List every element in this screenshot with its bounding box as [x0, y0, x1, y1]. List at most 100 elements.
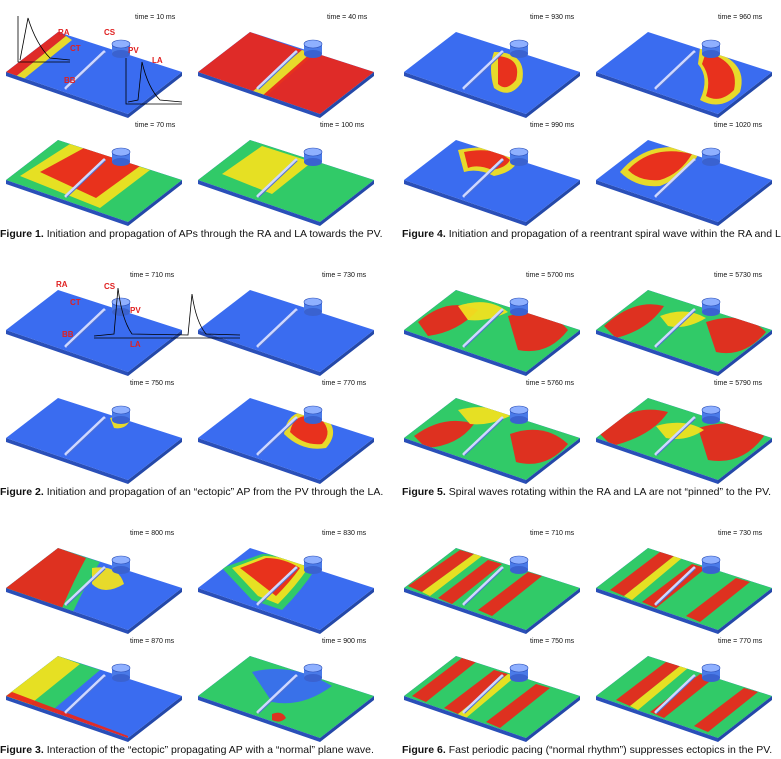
ct-ridge-shadow — [656, 160, 696, 198]
fig3-panel-1: time = 800 ms — [0, 524, 190, 636]
fig2-caption: Figure 2. Initiation and propagation of … — [0, 486, 383, 498]
pv-body — [702, 560, 720, 570]
fig2-panel-3: time = 750 ms — [0, 374, 190, 486]
pv-base — [304, 158, 322, 166]
fig5-panel-2-time: time = 5730 ms — [714, 272, 763, 279]
pv-base — [510, 50, 528, 58]
fig3-panel-2-render — [198, 548, 374, 634]
fig4-panel-4-time: time = 1020 ms — [714, 122, 763, 129]
excitation-wave — [510, 429, 568, 464]
fig1-panel-4: time = 100 ms — [192, 116, 382, 228]
excitation-wave — [240, 558, 300, 596]
fig4-panel-4-render — [596, 140, 772, 226]
slab-surface — [198, 398, 374, 480]
fig1-panel-3-render — [6, 140, 182, 226]
ct-ridge — [462, 674, 504, 714]
slab-edge — [596, 696, 718, 742]
fig5-panel-1: time = 5700 ms — [398, 266, 588, 378]
pv-top — [303, 405, 323, 415]
pv-base — [112, 308, 130, 316]
slab-side — [526, 438, 580, 484]
figure-4: time = 930 ms time = 960 ms time = 990 m… — [398, 0, 781, 240]
fig2-ap-trace — [93, 287, 241, 339]
excitation-wave — [414, 420, 474, 448]
fig1-ap-trace-ra — [17, 16, 71, 63]
ct-ridge-shadow — [258, 676, 298, 714]
slab-edge — [404, 330, 526, 376]
slab-edge — [596, 588, 718, 634]
pv-body — [304, 44, 322, 54]
fig3-panel-3-render — [6, 656, 182, 742]
slab-edge — [6, 438, 128, 484]
slab-edge — [404, 72, 526, 118]
pv-body — [702, 410, 720, 420]
fig1-caption: Figure 1. Initiation and propagation of … — [0, 228, 383, 240]
ct-ridge — [654, 416, 696, 456]
pv-top — [303, 663, 323, 673]
slab-edge — [198, 72, 320, 118]
ct-ridge-shadow — [66, 160, 106, 198]
pv-body — [112, 560, 130, 570]
ct-ridge — [64, 674, 106, 714]
figure-5: time = 5700 ms time = 5730 ms time = 576… — [398, 258, 780, 498]
fig3-caption-text: Interaction of the “ectopic” propagating… — [46, 744, 374, 756]
fig2-panel-3-time: time = 750 ms — [130, 380, 175, 387]
fig3-panel-4-render — [198, 656, 374, 742]
pv-body — [510, 668, 528, 678]
pv-top — [509, 663, 529, 673]
fig5-caption-label: Figure 5. — [402, 486, 446, 498]
slab-side — [718, 696, 772, 742]
pv-body — [702, 302, 720, 312]
slab-edge — [596, 72, 718, 118]
fig3-panel-4-time: time = 900 ms — [322, 638, 367, 645]
excitation-wave — [458, 407, 510, 425]
ct-ridge — [462, 308, 504, 348]
pv-top — [303, 297, 323, 307]
ct-ridge — [654, 566, 696, 606]
pv-top — [509, 39, 529, 49]
fig5-panel-2-render — [596, 290, 772, 376]
pv-body — [112, 152, 130, 162]
fig2-panel-3-render — [6, 398, 182, 484]
fig3-panel-1-time: time = 800 ms — [130, 530, 175, 537]
slab-surface — [596, 32, 772, 114]
pv-base — [304, 416, 322, 424]
ct-ridge — [64, 416, 106, 456]
ct-ridge — [654, 158, 696, 198]
slab-side — [320, 180, 374, 226]
fig6-panel-1-time: time = 710 ms — [530, 530, 575, 537]
pv-body — [702, 668, 720, 678]
slab-side — [320, 588, 374, 634]
slab-edge — [596, 438, 718, 484]
fig2-label-ra: RA — [56, 280, 68, 289]
slab-side — [526, 588, 580, 634]
fig5-panel-3-time: time = 5760 ms — [526, 380, 575, 387]
pv-top — [701, 663, 721, 673]
slab-edge — [596, 330, 718, 376]
pv-top — [701, 147, 721, 157]
fig3-panel-2-time: time = 830 ms — [322, 530, 367, 537]
ct-ridge-shadow — [656, 568, 696, 606]
ct-ridge-shadow — [464, 310, 504, 348]
fig4-panel-2: time = 960 ms — [590, 8, 780, 120]
fig4-panel-3: time = 990 ms — [398, 116, 588, 228]
fig3-panel-3-time: time = 870 ms — [130, 638, 175, 645]
slab-edge — [198, 696, 320, 742]
slab-side — [128, 588, 182, 634]
fig1-caption-label: Figure 1. — [0, 228, 44, 240]
pv-top — [303, 39, 323, 49]
ct-ridge-shadow — [66, 676, 106, 714]
fig6-caption-label: Figure 6. — [402, 744, 446, 756]
excitation-wave — [458, 674, 516, 718]
slab-surface — [6, 290, 182, 372]
fig1-panel-2-render — [198, 32, 374, 118]
fig2-label-ct: CT — [70, 298, 81, 307]
fig3-panel-4: time = 900 ms — [192, 632, 382, 744]
ct-ridge-shadow — [464, 52, 504, 90]
excitation-wave — [6, 32, 66, 78]
ct-ridge — [654, 50, 696, 90]
ct-ridge — [256, 308, 298, 348]
ct-ridge — [256, 158, 298, 198]
pv-base — [702, 50, 720, 58]
pv-base — [304, 308, 322, 316]
